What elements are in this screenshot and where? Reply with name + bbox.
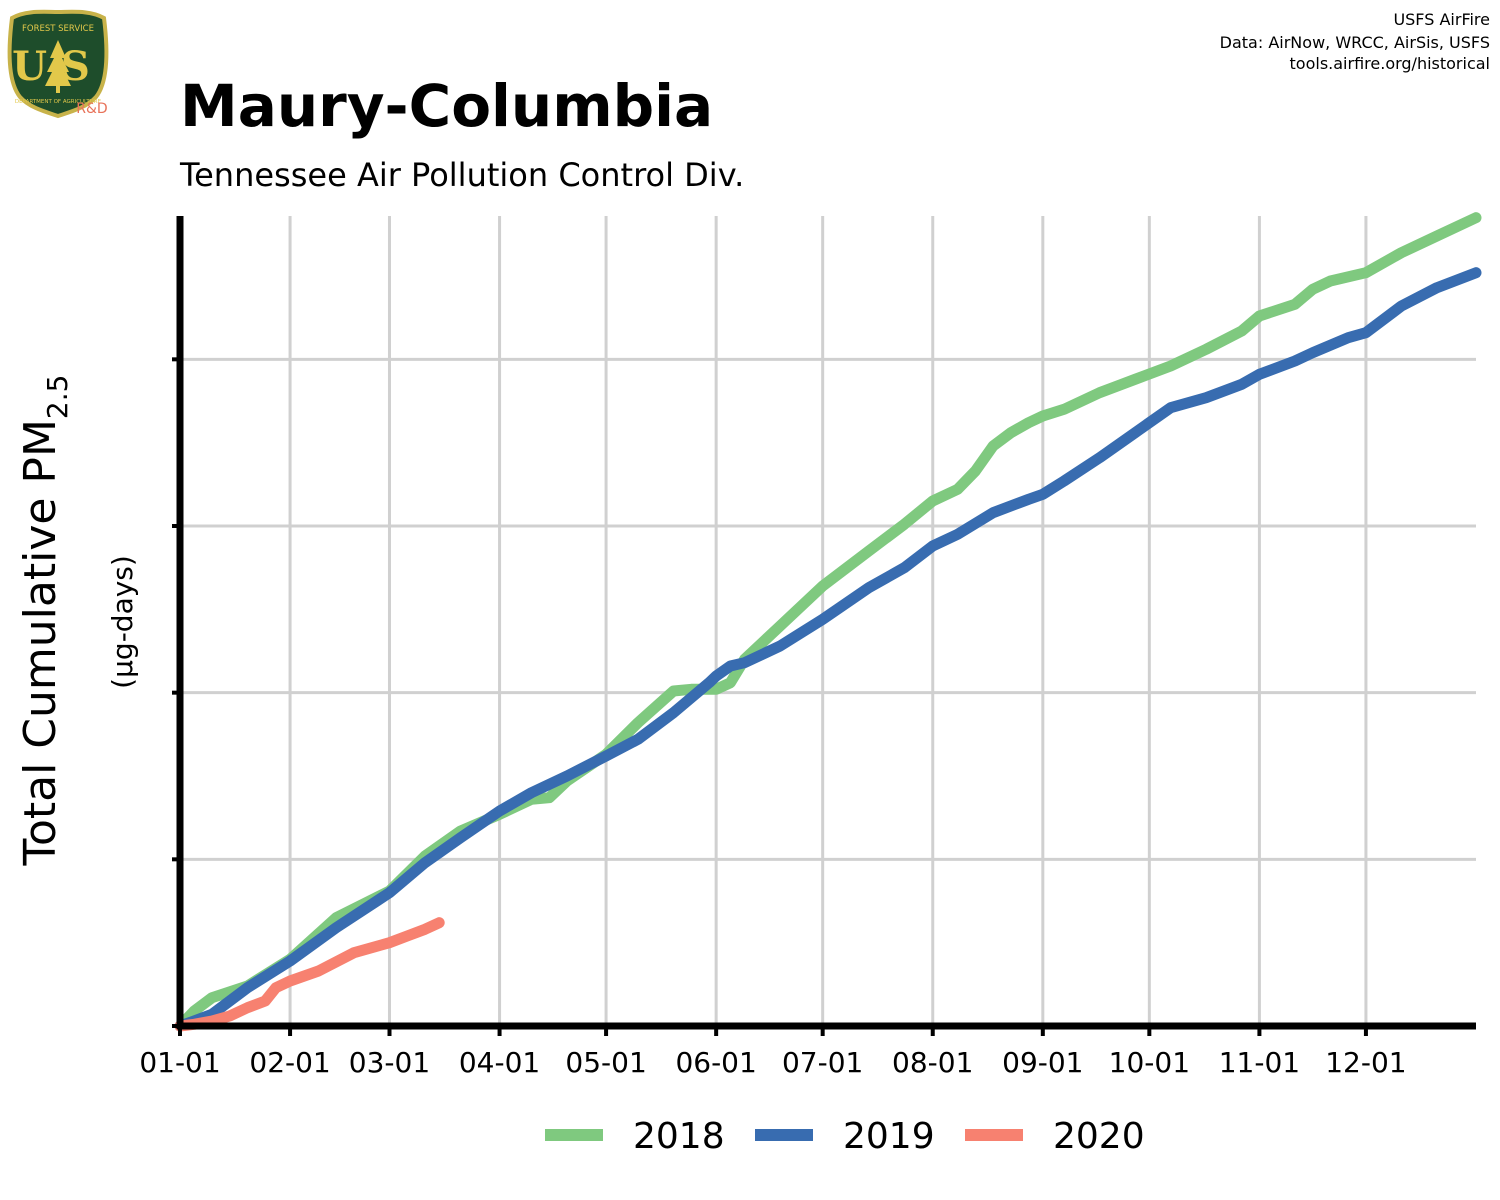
x-tick-label: 06-01: [675, 1046, 756, 1079]
x-tick-label: 12-01: [1325, 1046, 1406, 1079]
axis-layer: 01-01 02-01 03-01 04-01 05-01 06-01 07-01 08-01…: [139, 216, 1476, 1079]
x-tick-label: 05-01: [565, 1046, 646, 1079]
x-tick-label: 10-01: [1109, 1046, 1190, 1079]
chart-title: Maury-Columbia: [180, 72, 713, 140]
x-tick-label: 02-01: [249, 1046, 330, 1079]
logo-badge: R&D: [76, 101, 107, 117]
x-tick-label: 03-01: [349, 1046, 430, 1079]
x-tick-label: 09-01: [1002, 1046, 1083, 1079]
legend-label-2018: 2018: [633, 1116, 725, 1157]
y-axis-label-main: Total Cumulative PM: [15, 419, 66, 866]
x-tick-label: 07-01: [782, 1046, 863, 1079]
chart-subtitle: Tennessee Air Pollution Control Div.: [179, 156, 744, 194]
x-tick-label: 01-01: [139, 1046, 220, 1079]
credit-line-3: tools.airfire.org/historical: [1290, 54, 1490, 73]
x-tick-label: 11-01: [1219, 1046, 1300, 1079]
credit-line-2: Data: AirNow, WRCC, AirSis, USFS: [1220, 33, 1490, 52]
credit-line-1: USFS AirFire: [1393, 10, 1490, 29]
x-tick-label: 08-01: [892, 1046, 973, 1079]
usfs-logo: FOREST SERVICE US DEPARTMENT OF AGRICULT…: [7, 9, 109, 119]
legend-label-2020: 2020: [1053, 1116, 1145, 1157]
series-line-2020: [174, 917, 445, 1032]
y-axis-label-subscript: 2.5: [41, 375, 74, 420]
y-axis-unit: (µg-days): [106, 555, 139, 689]
logo-top-text: FOREST SERVICE: [22, 24, 94, 34]
tree-icon: [45, 40, 71, 93]
series-layer: [174, 212, 1482, 1032]
legend: 2018 2019 2020: [545, 1116, 1145, 1157]
legend-label-2019: 2019: [843, 1116, 935, 1157]
series-line-2019: [174, 267, 1482, 1032]
logo-bottom-text: DEPARTMENT OF AGRICULTURE: [15, 99, 102, 105]
x-tick-label: 04-01: [459, 1046, 540, 1079]
y-axis-label: Total Cumulative PM2.5: [15, 375, 74, 867]
